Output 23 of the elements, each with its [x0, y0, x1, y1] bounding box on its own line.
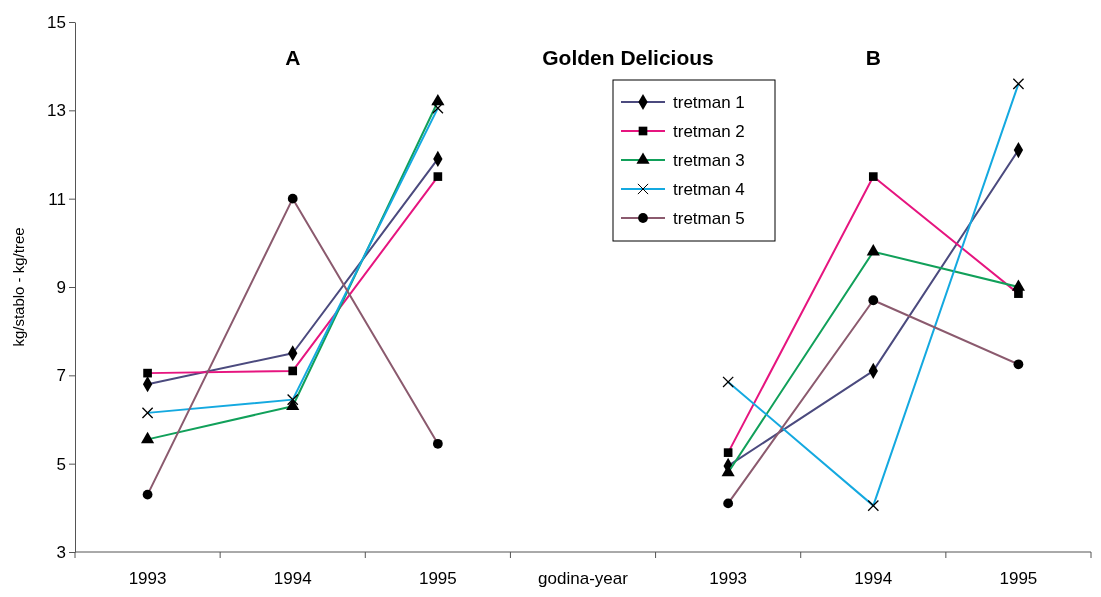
y-tick-label: 15	[47, 12, 66, 32]
x-tick-label: 1994	[273, 569, 312, 588]
y-tick-label: 7	[56, 366, 66, 386]
y-tick-label: 11	[48, 189, 66, 209]
x-tick-label: 1993	[128, 569, 167, 588]
x-tick-label: 1993	[709, 569, 748, 588]
y-tick-label: 9	[56, 277, 66, 297]
legend-label: tretman 4	[673, 180, 745, 199]
legend-label: tretman 1	[673, 93, 745, 112]
y-tick-label: 5	[56, 454, 66, 474]
legend-label: tretman 5	[673, 209, 745, 228]
x-tick-label: godina-year	[538, 569, 629, 588]
y-axis-title: kg/stablo - kg/tree	[10, 227, 27, 347]
annotation: A	[285, 46, 301, 69]
legend-label: tretman 3	[673, 151, 745, 170]
y-tick-label: 3	[56, 542, 66, 562]
x-tick-label: 1995	[999, 569, 1038, 588]
y-tick-label: 13	[47, 101, 66, 121]
legend-label: tretman 2	[673, 122, 745, 141]
x-tick-label: 1994	[854, 569, 893, 588]
annotation: B	[865, 46, 881, 69]
text: Golden Delicious	[542, 46, 714, 69]
x-tick-label: 1995	[418, 569, 457, 588]
